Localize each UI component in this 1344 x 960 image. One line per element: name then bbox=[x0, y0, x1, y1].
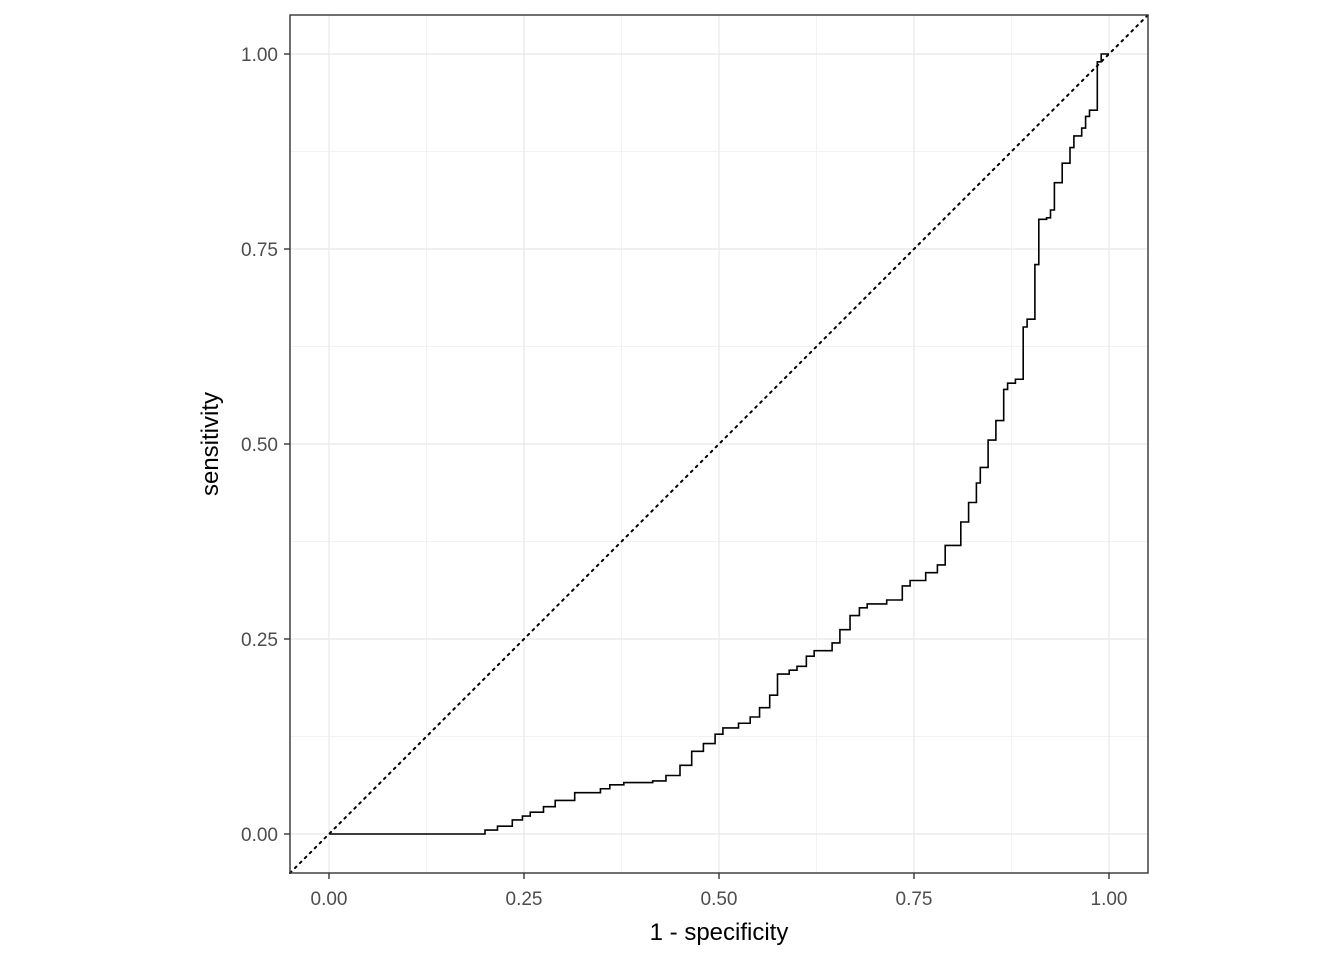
x-tick-label: 0.50 bbox=[701, 889, 738, 910]
y-tick-label: 0.50 bbox=[241, 435, 278, 456]
x-axis: 0.00 0.25 0.50 0.75 1.00 bbox=[311, 873, 1128, 910]
y-tick-label: 0.00 bbox=[241, 825, 278, 846]
x-tick-label: 0.75 bbox=[896, 889, 933, 910]
x-axis-title: 1 - specificity bbox=[650, 919, 789, 946]
grid-major-lines bbox=[290, 15, 1148, 873]
x-tick-label: 0.25 bbox=[506, 889, 543, 910]
roc-curve bbox=[329, 53, 1109, 835]
reference-diagonal-line bbox=[289, 14, 1149, 874]
y-tick-label: 1.00 bbox=[241, 45, 278, 66]
x-tick-label: 1.00 bbox=[1091, 889, 1128, 910]
y-axis: 0.00 0.25 0.50 0.75 1.00 bbox=[241, 45, 290, 846]
y-tick-label: 0.25 bbox=[241, 630, 278, 651]
y-tick-label: 0.75 bbox=[241, 240, 278, 261]
x-tick-label: 0.00 bbox=[311, 889, 348, 910]
y-axis-title: sensitivity bbox=[197, 392, 224, 496]
